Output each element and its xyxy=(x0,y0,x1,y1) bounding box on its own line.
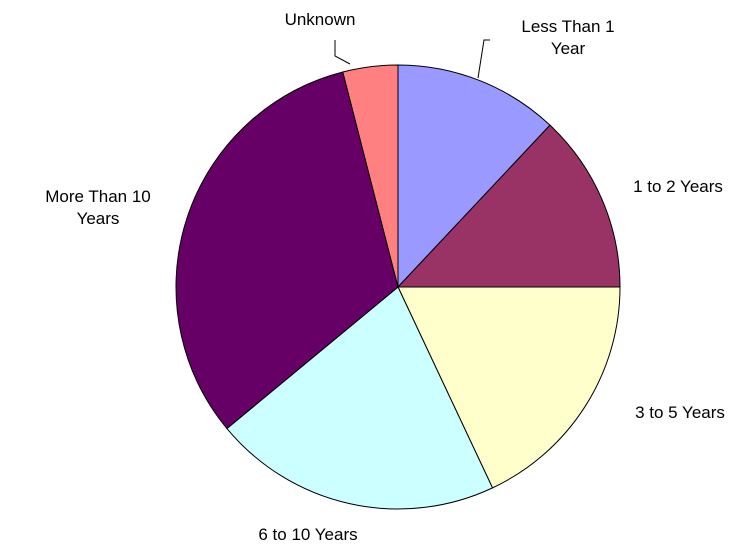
pie-slice xyxy=(226,286,494,510)
slice-label: Less Than 1 Year xyxy=(521,17,615,58)
slice-label: 3 to 5 Years xyxy=(635,403,725,422)
slice-label: Unknown xyxy=(284,10,356,29)
leader-line xyxy=(477,39,490,79)
pie-slice xyxy=(397,286,621,489)
pie-slice xyxy=(342,64,399,288)
leader-line xyxy=(334,40,351,65)
pie-slice xyxy=(396,124,621,288)
slice-label: More Than 10 Years xyxy=(45,187,151,228)
slice-label: 1 to 2 Years xyxy=(633,177,723,196)
slices xyxy=(175,64,621,510)
pie-slice xyxy=(175,71,399,430)
pie-slice xyxy=(397,64,551,289)
slice-label: 6 to 10 Years xyxy=(258,525,358,544)
